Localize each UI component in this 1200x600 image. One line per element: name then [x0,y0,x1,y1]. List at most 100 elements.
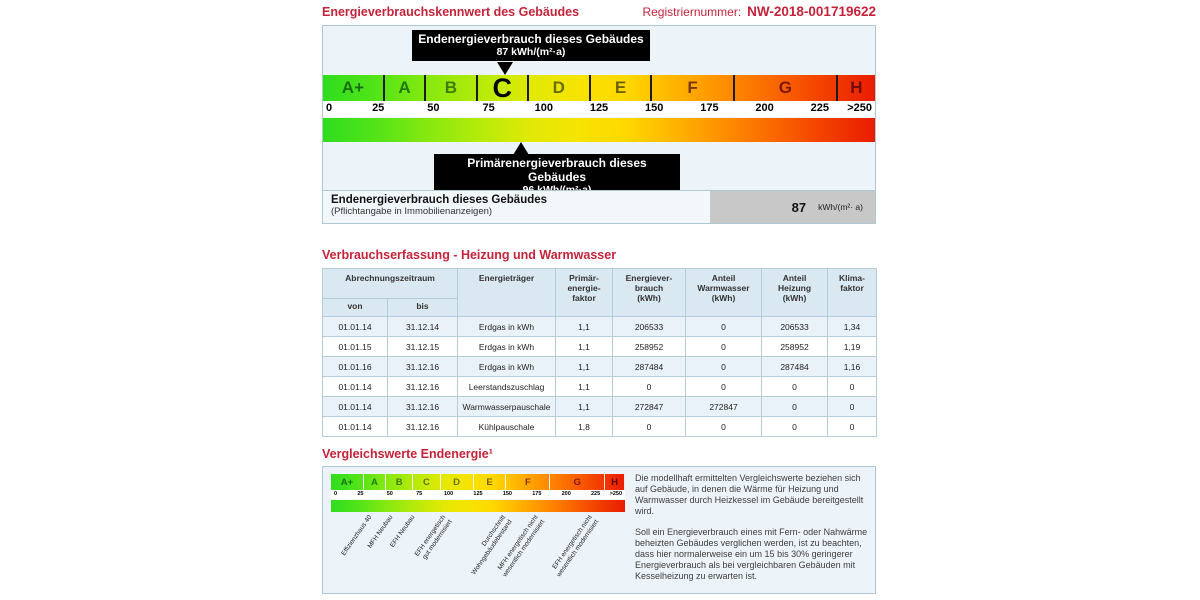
scale-band-a-plus: A+ [331,474,364,490]
cell-anteil-ww: 0 [685,376,762,397]
end-energy-tooltip-title: Endenergieverbrauch dieses Gebäudes [418,32,644,46]
page-title: Energieverbrauchskennwert des Gebäudes [322,5,580,19]
scale-band-g: G [735,75,838,101]
scale-tick-row: 0 25 50 75 100 125 150 175 200 225 >250 [323,101,875,117]
comparison-panel: A+ A B C D E F G H 0 25 50 75 100 125 [322,466,876,594]
tick-label: 175 [532,491,542,497]
tick-label: 150 [645,102,664,114]
tick-label: 175 [700,102,719,114]
table-row: 01.01.14 31.12.14 Erdgas in kWh 1,1 2065… [322,316,877,337]
comparison-label-line: EFH energetisch nicht [551,514,594,571]
comparison-label-line: Effizienzhaus 40 [340,514,374,558]
tick-label: 225 [810,102,829,114]
result-value: 87 [791,199,807,215]
scale-band-label: B [444,78,457,97]
cell-von: 01.01.14 [322,396,388,417]
cell-verbrauch: 0 [612,416,686,437]
cell-energietraeger: Erdgas in kWh [457,336,556,357]
cell-anteil-ww: 0 [685,336,762,357]
scale-band-b: B [426,75,478,101]
primary-energy-tooltip-title: Primärenergieverbrauch dieses Gebäudes [467,156,647,184]
result-unit: kWh/(m²· a) [818,202,863,212]
col-header-zeitraum: Abrechnungszeitraum [322,268,458,299]
end-energy-tooltip: Endenergieverbrauch dieses Gebäudes 87 k… [412,30,650,61]
scale-band-label: A [371,476,378,488]
cell-energietraeger: Leerstandszuschlag [457,376,556,397]
tick-label: 225 [591,491,601,497]
scale-band-a: A [364,474,386,490]
cell-von: 01.01.16 [322,356,388,377]
cell-anteil-hz: 0 [761,376,828,397]
scale-band-g: G [550,474,606,490]
table-row: 01.01.14 31.12.16 Leerstandszuschlag 1,1… [322,376,877,397]
cell-faktor: 1,1 [555,336,613,357]
energy-scale-panel: Endenergieverbrauch dieses Gebäudes 87 k… [322,25,876,224]
energy-class-band-row: A+ A B C D E F G H [323,73,875,103]
scale-band-h: H [838,75,875,101]
col-header-von: von [322,298,388,317]
col-header-klimafaktor: Klima- faktor [827,268,877,317]
cell-anteil-hz: 258952 [761,336,828,357]
consumption-table-header: Abrechnungszeitraum Energieträger Primär… [322,268,877,317]
tick-label: 25 [357,491,364,497]
table-row: 01.01.15 31.12.15 Erdgas in kWh 1,1 2589… [322,336,877,357]
scale-band-b: B [386,474,414,490]
consumption-section-title: Verbrauchserfassung - Heizung und Warmwa… [322,248,617,262]
col-header-anteil-warmwasser: Anteil Warmwasser (kWh) [685,268,762,317]
result-sublabel: (Pflichtangabe in Immobilienanzeigen) [331,206,493,217]
scale-band-f: F [506,474,551,490]
cell-anteil-ww: 0 [685,416,762,437]
tick-label: 0 [326,102,333,114]
tick-label: 200 [561,491,571,497]
scale-band-label: D [552,78,565,97]
cell-anteil-hz: 287484 [761,356,828,377]
tick-label: 0 [334,491,338,497]
tick-label: >250 [847,102,872,114]
scale-band-label-current: C [492,73,512,103]
scale-band-label: E [614,78,627,97]
gradient-bar [331,500,625,512]
comparison-tick-row: 0 25 50 75 100 125 150 175 200 225 >250 [331,490,625,499]
end-energy-tooltip-value: 87 kWh/(m²·a) [496,46,566,58]
col-header-primaerfaktor: Primär- energie- faktor [555,268,613,317]
cell-von: 01.01.14 [322,376,388,397]
scale-band-label: F [524,476,531,488]
table-row: 01.01.14 31.12.16 Warmwasserpauschale 1,… [322,396,877,417]
cell-energietraeger: Erdgas in kWh [457,356,556,377]
scale-band-c: C [413,474,441,490]
tick-label: 100 [534,102,553,114]
cell-energietraeger: Warmwasserpauschale [457,396,556,417]
cell-energietraeger: Kühlpauschale [457,416,556,437]
comparison-label: Effizienzhaus 40 [340,514,373,557]
tick-label: 75 [482,102,495,114]
cell-klima: 0 [827,396,877,417]
comparison-section-title: Vergleichswerte Endenergie¹ [322,447,493,461]
cell-klima: 1,34 [827,316,877,337]
col-header-verbrauch: Energiever- brauch (kWh) [612,268,686,317]
cell-anteil-hz: 206533 [761,316,828,337]
comparison-label: EFH energetisch nicht wesentlich modernis… [549,514,601,578]
cell-klima: 0 [827,376,877,397]
up-arrow-icon [512,142,529,155]
cell-klima: 1,16 [827,356,877,377]
cell-bis: 31.12.16 [387,396,458,417]
result-label-cell: Endenergieverbrauch dieses Gebäudes (Pfl… [323,191,710,223]
cell-verbrauch: 272847 [612,396,686,417]
cell-anteil-hz: 0 [761,396,828,417]
cell-faktor: 1,8 [555,416,613,437]
scale-band-label: D [453,476,461,488]
cell-klima: 0 [827,416,877,437]
cell-faktor: 1,1 [555,316,613,337]
col-header-energietraeger: Energieträger [457,268,556,317]
scale-band-label: G [778,78,792,97]
scale-band-h: H [605,474,625,490]
tick-label: 25 [372,102,385,114]
scale-band-f: F [652,75,735,101]
scale-band-a-plus: A+ [323,75,385,101]
scale-band-d: D [529,75,591,101]
tick-label: 50 [386,491,393,497]
cell-anteil-ww: 272847 [685,396,762,417]
cell-von: 01.01.14 [322,416,388,437]
scale-band-e: E [591,75,653,101]
